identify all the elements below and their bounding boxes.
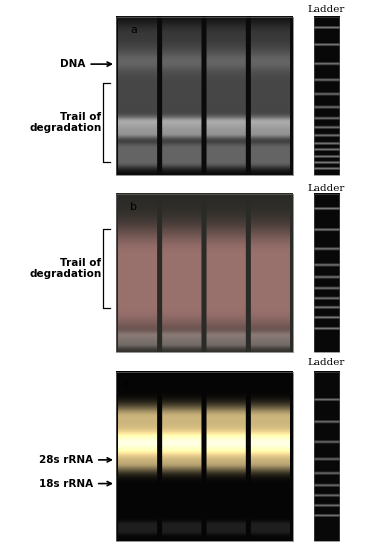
Text: DNA: DNA <box>60 59 111 69</box>
Text: Trail of
degradation: Trail of degradation <box>29 258 101 279</box>
Text: 18s rRNA: 18s rRNA <box>39 478 111 488</box>
Text: Ladder: Ladder <box>308 359 345 367</box>
Bar <box>116 372 293 541</box>
Text: Ladder: Ladder <box>308 5 345 14</box>
Bar <box>116 194 293 352</box>
Bar <box>314 17 339 175</box>
Text: 28s rRNA: 28s rRNA <box>39 455 111 465</box>
Bar <box>116 17 293 175</box>
Text: Ladder: Ladder <box>308 184 345 193</box>
Text: a: a <box>130 24 137 34</box>
Bar <box>314 372 339 541</box>
Bar <box>314 194 339 352</box>
Text: c: c <box>123 380 129 390</box>
Text: b: b <box>130 202 137 212</box>
Text: Trail of
degradation: Trail of degradation <box>29 112 101 133</box>
